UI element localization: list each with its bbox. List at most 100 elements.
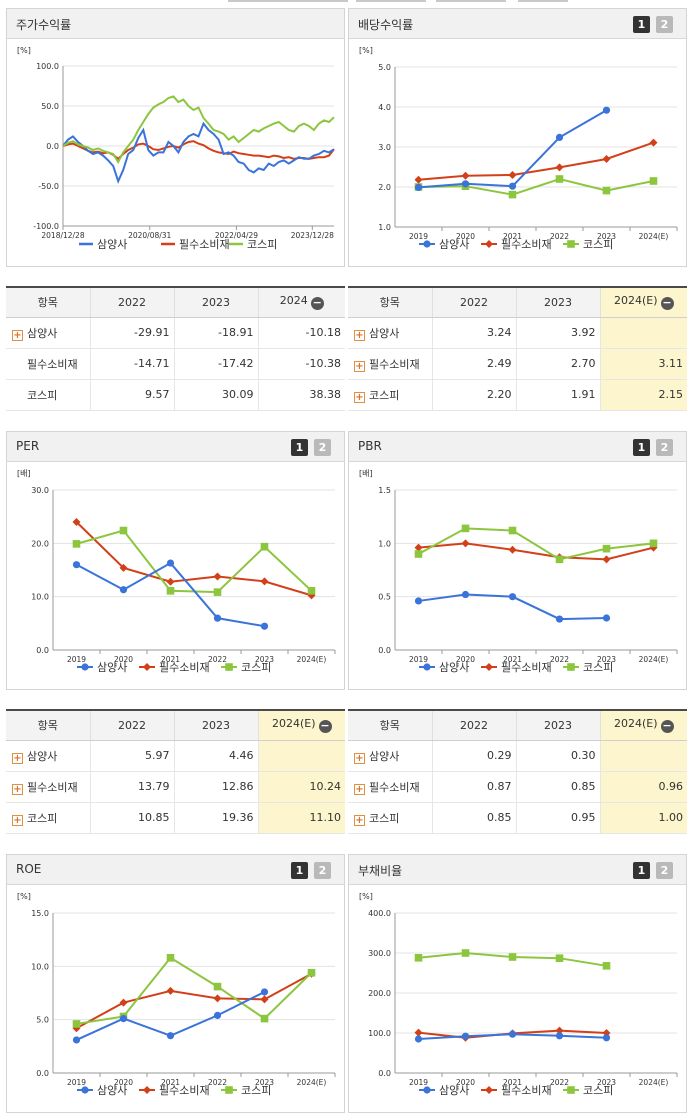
row-label[interactable]: + 삼양사 xyxy=(6,740,90,772)
row-label[interactable]: + 코스피 xyxy=(348,802,432,834)
x-tick-label: 2022/04/29 xyxy=(215,231,258,240)
x-tick-label: 2024(E) xyxy=(639,1078,669,1087)
x-tick-label: 2019 xyxy=(409,655,428,664)
x-tick-label: 2022 xyxy=(550,232,569,241)
cell: 12.86 xyxy=(173,771,258,803)
legend-item: 필수소비재 xyxy=(139,1084,210,1097)
data-point xyxy=(423,1086,431,1094)
data-point xyxy=(225,1086,233,1094)
x-tick-label: 2020 xyxy=(114,1078,133,1087)
y-tick-label: 4.0 xyxy=(378,103,391,112)
data-point xyxy=(260,542,269,551)
expand-icon[interactable]: + xyxy=(12,783,23,795)
table-row: + 삼양사 0.29 0.30 xyxy=(348,740,687,772)
expand-icon[interactable]: + xyxy=(354,752,365,764)
expand-icon[interactable]: + xyxy=(12,752,23,764)
page-2-button[interactable]: 2 xyxy=(656,439,673,456)
table-header-row: 항목 2022 2023 2024(E) − xyxy=(348,710,687,741)
col-header: 2023 xyxy=(515,710,600,741)
col-header: 2024(E) − xyxy=(599,710,687,741)
data-point xyxy=(555,163,564,172)
row-label[interactable]: + 코스피 xyxy=(6,802,90,834)
cell: 3.11 xyxy=(599,348,687,380)
col-header-label: 2024 xyxy=(279,294,308,308)
stock-return-panel: 주가수익률 [%] 100.0 50.0 0.0 -50.0 -100.0 2018/12/… xyxy=(6,8,345,267)
data-point xyxy=(602,962,611,970)
data-point xyxy=(602,614,611,622)
page-2-button[interactable]: 2 xyxy=(314,862,331,879)
col-header: 항목 xyxy=(348,710,432,741)
y-unit-label: [%] xyxy=(359,892,373,901)
data-point xyxy=(461,524,470,533)
data-point xyxy=(225,663,233,671)
legend-label: 코스피 xyxy=(241,661,271,674)
row-label[interactable]: + 코스피 xyxy=(348,379,432,411)
page-1-button[interactable]: 1 xyxy=(633,16,650,33)
row-label-text: 필수소비재 xyxy=(27,780,78,794)
data-point xyxy=(555,175,564,183)
x-tick-label: 2019 xyxy=(409,232,428,241)
expand-icon[interactable]: + xyxy=(354,329,365,341)
data-point xyxy=(81,663,89,671)
collapse-icon[interactable]: − xyxy=(310,296,324,311)
series-0 xyxy=(414,106,611,191)
col-header: 2022 xyxy=(431,287,516,318)
cell xyxy=(257,740,345,772)
y-tick-label: 0.5 xyxy=(378,593,391,602)
series-line xyxy=(62,95,335,165)
legend-item: 필수소비재 xyxy=(481,661,552,674)
row-label[interactable]: + 삼양사 xyxy=(348,740,432,772)
expand-icon[interactable]: + xyxy=(12,814,23,826)
page-1-button[interactable]: 1 xyxy=(291,439,308,456)
col-header-label: 2024(E) xyxy=(613,717,658,731)
table-header-row: 항목 2022 2023 2024− xyxy=(6,287,345,318)
data-point xyxy=(602,155,611,163)
row-label[interactable]: + 필수소비재 xyxy=(6,771,90,803)
data-point xyxy=(143,663,151,671)
page-2-button[interactable]: 2 xyxy=(656,862,673,879)
page-2-button[interactable]: 2 xyxy=(656,16,673,33)
cell: 3.92 xyxy=(515,317,600,349)
row-label[interactable]: + 삼양사 xyxy=(348,317,432,349)
series-1 xyxy=(72,518,316,600)
expand-icon[interactable]: + xyxy=(12,329,23,341)
series-line xyxy=(75,521,312,597)
data-point xyxy=(166,577,175,586)
row-label[interactable]: + 필수소비재 xyxy=(348,348,432,380)
collapse-icon[interactable]: − xyxy=(660,296,674,311)
collapse-icon[interactable]: − xyxy=(318,719,332,734)
series-line xyxy=(76,561,265,628)
cell: 0.96 xyxy=(599,771,687,803)
row-label[interactable]: + 삼양사 xyxy=(6,317,90,349)
x-tick-label: 2020 xyxy=(456,232,475,241)
data-point xyxy=(649,539,658,548)
legend-label: 코스피 xyxy=(583,1084,613,1097)
data-point xyxy=(461,1032,470,1040)
page-1-button[interactable]: 1 xyxy=(633,862,650,879)
expand-icon[interactable]: + xyxy=(354,391,365,403)
legend-item: 삼양사 xyxy=(419,1084,469,1097)
data-point xyxy=(119,1015,128,1023)
table-row: + 삼양사 5.97 4.46 xyxy=(6,740,345,772)
series-0 xyxy=(414,590,611,623)
y-tick-label: 300.0 xyxy=(368,949,391,958)
data-point xyxy=(307,591,316,600)
x-tick-label: 2022 xyxy=(550,655,569,664)
dividend-yield-chart: [%] 5.0 4.0 3.0 2.0 1.0 2019 2020 2021 2022 2023 20… xyxy=(359,46,678,251)
col-header: 2022 xyxy=(431,710,516,741)
page-1-button[interactable]: 1 xyxy=(291,862,308,879)
expand-icon[interactable]: + xyxy=(354,814,365,826)
page-1-button[interactable]: 1 xyxy=(633,439,650,456)
row-label[interactable]: + 필수소비재 xyxy=(348,771,432,803)
series-0 xyxy=(414,1030,611,1043)
expand-icon[interactable]: + xyxy=(354,783,365,795)
page-2-button[interactable]: 2 xyxy=(314,439,331,456)
cell: 2.15 xyxy=(599,379,687,411)
cell: 4.46 xyxy=(173,740,258,772)
collapse-icon[interactable]: − xyxy=(660,719,674,734)
series-1 xyxy=(414,138,658,184)
expand-icon[interactable]: + xyxy=(354,360,365,372)
row-label-text: 코스피 xyxy=(369,388,400,402)
data-point xyxy=(649,543,658,552)
